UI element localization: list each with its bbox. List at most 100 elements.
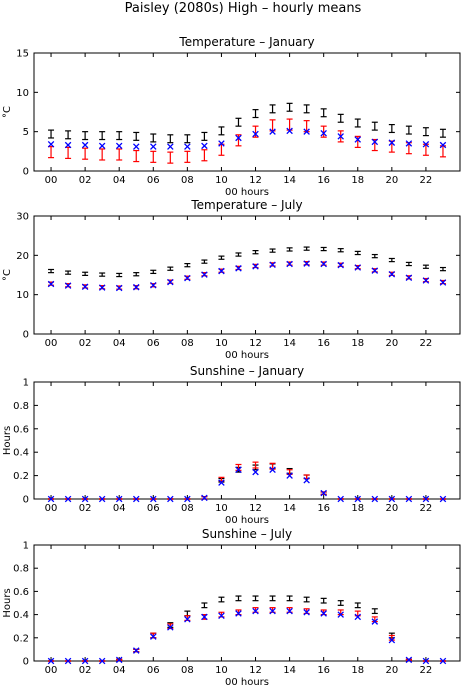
x-marker-stroke-b	[252, 263, 259, 270]
errorbar-point	[354, 602, 361, 609]
x-marker-point	[132, 647, 140, 654]
x-marker-stroke-b	[371, 138, 379, 146]
x-marker-stroke-b	[235, 265, 242, 272]
x-marker-point	[218, 479, 225, 486]
errorbar-point	[99, 131, 106, 141]
y-tick-label: 0.2	[13, 633, 29, 644]
x-tick-label: 12	[249, 503, 262, 514]
x-marker-stroke-b	[286, 607, 293, 615]
errorbar-point	[286, 247, 293, 252]
x-marker-point	[167, 143, 174, 150]
x-marker-stroke-b	[235, 466, 242, 474]
y-tick-label: 0	[23, 330, 29, 341]
x-marker-point	[184, 615, 191, 623]
x-marker-stroke-b	[320, 129, 327, 137]
x-marker-point	[81, 283, 89, 291]
x-marker-stroke-b	[184, 143, 191, 150]
x-marker-point	[47, 140, 55, 148]
x-tick-label: 18	[351, 503, 364, 514]
x-marker-point	[252, 468, 259, 476]
series-3	[47, 466, 447, 503]
errorbar-point	[354, 118, 361, 128]
x-tick-label: 22	[420, 175, 433, 186]
errorbar-point	[269, 104, 276, 114]
chart-panel-1: Temperature – January 00 02 04 06 08 10 12 14 16 1…	[2, 35, 461, 198]
x-marker-stroke-b	[150, 143, 157, 150]
x-marker-point	[252, 607, 259, 615]
x-marker-stroke-b	[439, 279, 447, 286]
errorbar-point	[252, 109, 259, 119]
x-marker-stroke-b	[405, 656, 413, 664]
errorbar-point	[150, 150, 157, 163]
x-marker-point	[167, 624, 174, 631]
x-marker-stroke-b	[371, 618, 379, 625]
errorbar-point	[167, 151, 174, 164]
x-marker-point	[150, 495, 157, 503]
x-marker-point	[201, 271, 208, 278]
x-tick-label: 06	[147, 338, 160, 349]
x-marker-stroke-b	[47, 495, 55, 503]
x-marker-point	[132, 283, 140, 291]
x-marker-point	[286, 127, 293, 135]
x-marker-stroke-b	[235, 134, 242, 142]
errorbar-point	[184, 262, 191, 268]
x-tick-label: 10	[215, 665, 228, 676]
x-marker-point	[422, 140, 430, 148]
x-marker-stroke-b	[132, 495, 140, 503]
errorbar-point	[65, 146, 72, 160]
x-marker-stroke-b	[201, 494, 208, 502]
x-marker-stroke-b	[81, 283, 89, 291]
x-marker-point	[64, 657, 72, 665]
x-marker-stroke-b	[64, 495, 72, 503]
x-tick-label: 22	[420, 665, 433, 676]
y-tick-label: 0.4	[13, 610, 29, 621]
errorbar-point	[354, 250, 361, 256]
errorbar-point	[48, 146, 55, 159]
x-marker-stroke-b	[439, 657, 447, 665]
x-tick-label: 18	[351, 665, 364, 676]
x-marker-stroke-b	[184, 615, 191, 623]
x-marker-stroke-b	[269, 261, 276, 269]
x-marker-stroke-b	[337, 261, 344, 269]
x-marker-point	[337, 133, 344, 140]
x-marker-point	[132, 143, 140, 150]
x-marker-point	[115, 142, 123, 150]
y-tick-label: 0.6	[13, 424, 29, 435]
errorbar-point	[320, 597, 327, 604]
x-marker-stroke-b	[167, 278, 174, 286]
x-marker-point	[184, 495, 191, 503]
series-2	[48, 118, 446, 164]
x-marker-point	[252, 130, 259, 138]
errorbar-point	[388, 123, 395, 134]
x-marker-stroke-b	[422, 495, 430, 503]
errorbar-point	[184, 610, 191, 617]
x-tick-label: 00	[45, 175, 58, 186]
x-tick-label: 20	[385, 175, 398, 186]
x-marker-point	[150, 281, 157, 289]
x-marker-stroke-b	[286, 127, 293, 135]
x-marker-stroke-b	[422, 657, 430, 665]
x-marker-stroke-b	[115, 284, 123, 292]
x-marker-stroke-b	[150, 495, 157, 503]
errorbar-point	[337, 600, 344, 606]
x-axis-label: 00 hours	[225, 187, 269, 198]
x-tick-label: 10	[215, 503, 228, 514]
errorbar-point	[235, 595, 242, 602]
y-tick-label: 10	[16, 290, 29, 301]
x-marker-point	[64, 282, 72, 289]
x-marker-point	[64, 141, 72, 149]
x-marker-stroke-b	[132, 647, 140, 654]
errorbar-point	[201, 602, 208, 609]
x-marker-stroke-b	[167, 143, 174, 150]
x-marker-stroke-b	[150, 281, 157, 289]
x-marker-point	[132, 495, 140, 503]
x-marker-stroke-b	[132, 283, 140, 291]
x-marker-stroke-b	[337, 611, 344, 618]
errorbar-point	[269, 595, 276, 602]
x-marker-point	[269, 128, 276, 135]
axes-box	[33, 381, 461, 500]
x-marker-stroke-b	[320, 610, 327, 617]
x-marker-point	[371, 495, 379, 503]
x-marker-point	[388, 139, 396, 146]
